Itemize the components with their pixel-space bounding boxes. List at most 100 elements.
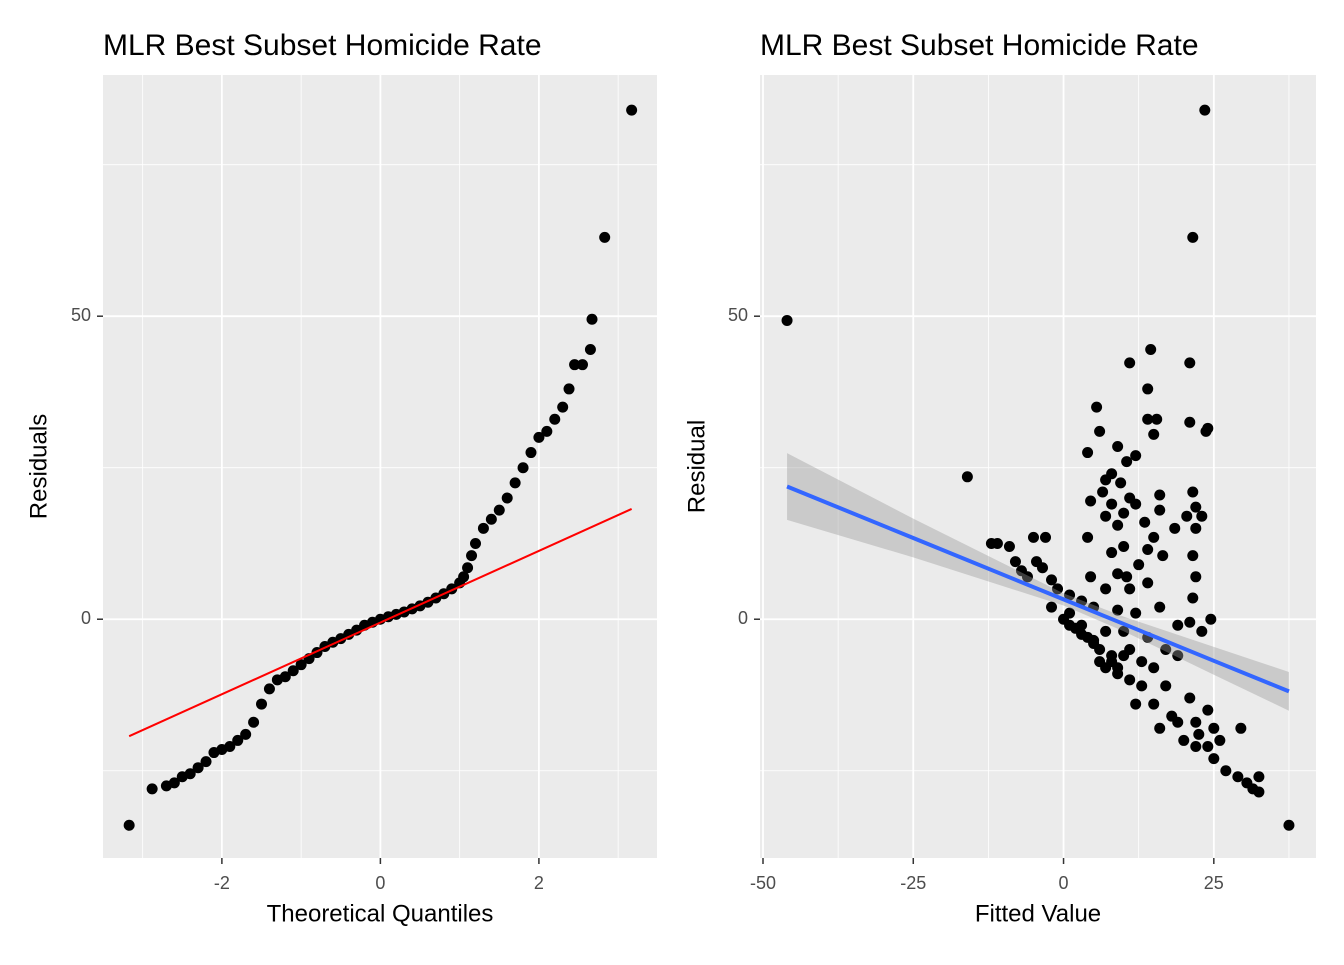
point (1130, 698, 1142, 710)
point (991, 537, 1003, 549)
point (569, 359, 581, 371)
point (1253, 771, 1265, 783)
point (1187, 486, 1199, 498)
point (1009, 556, 1021, 568)
x-tick-label: 0 (375, 873, 385, 893)
point (1145, 344, 1157, 356)
point (1181, 510, 1193, 522)
point (1169, 522, 1181, 534)
point (224, 740, 236, 752)
point (1112, 604, 1124, 616)
point (961, 471, 973, 483)
point (1190, 740, 1202, 752)
point (1097, 486, 1109, 498)
point (1220, 765, 1232, 777)
chart-title: MLR Best Subset Homicide Rate (760, 29, 1199, 62)
point (563, 383, 575, 395)
point (1121, 456, 1133, 468)
point (1178, 734, 1190, 746)
point (1190, 522, 1202, 534)
point (1124, 674, 1136, 686)
point (1046, 574, 1058, 586)
point (1121, 571, 1133, 583)
point (1085, 495, 1097, 507)
point (1184, 692, 1196, 704)
point (232, 734, 244, 746)
point (599, 231, 611, 243)
point (1184, 357, 1196, 369)
x-tick-label: -2 (214, 873, 230, 893)
point (1124, 357, 1136, 369)
point (1064, 589, 1076, 601)
point (493, 504, 505, 516)
point (1193, 728, 1205, 740)
point (184, 768, 196, 780)
point (1100, 583, 1112, 595)
point (1052, 583, 1064, 595)
point (1235, 722, 1247, 734)
point (1118, 650, 1130, 662)
point (1100, 625, 1112, 637)
point (1202, 704, 1214, 716)
point (1190, 716, 1202, 728)
point (1148, 428, 1160, 440)
point (1208, 753, 1220, 765)
y-tick-label: 50 (71, 305, 91, 325)
point (1100, 662, 1112, 674)
point (541, 425, 553, 437)
point (466, 550, 478, 562)
point (1082, 447, 1094, 459)
point (584, 344, 596, 356)
point (192, 762, 204, 774)
smooth-line (786, 484, 1290, 694)
point (200, 756, 212, 768)
point (1112, 519, 1124, 531)
point (533, 431, 545, 443)
point (1094, 425, 1106, 437)
point (168, 777, 180, 789)
point (1064, 619, 1076, 631)
x-tick-label: 0 (1059, 873, 1069, 893)
y-axis-label: Residual (683, 420, 710, 513)
point (626, 104, 638, 116)
x-axis-label: Theoretical Quantiles (267, 900, 494, 927)
point (1046, 601, 1058, 613)
point (1190, 501, 1202, 513)
point (1118, 625, 1130, 637)
point (248, 716, 260, 728)
point (263, 683, 275, 695)
point (1202, 740, 1214, 752)
point (1196, 510, 1208, 522)
point (295, 659, 307, 671)
point (1214, 734, 1226, 746)
confidence-band (787, 453, 1289, 711)
point (1124, 583, 1136, 595)
point (1003, 540, 1015, 552)
point (1160, 680, 1172, 692)
point (781, 314, 793, 326)
point (1154, 722, 1166, 734)
point (1184, 616, 1196, 628)
point (1112, 662, 1124, 674)
point (1100, 474, 1112, 486)
point (1172, 650, 1184, 662)
y-tick-label: 0 (81, 608, 91, 628)
y-axis-label: Residuals (25, 414, 52, 519)
point (1142, 544, 1154, 556)
point (1088, 634, 1100, 646)
point (1253, 786, 1265, 798)
point (279, 671, 291, 683)
point (1027, 531, 1039, 543)
point (1136, 680, 1148, 692)
point (1283, 819, 1295, 831)
point (1151, 413, 1163, 425)
point (1118, 507, 1130, 519)
point (1154, 504, 1166, 516)
x-axis-label: Fitted Value (975, 900, 1101, 927)
chart-title: MLR Best Subset Homicide Rate (103, 29, 542, 62)
point (1136, 656, 1148, 668)
point (1154, 601, 1166, 613)
x-tick-label: 2 (534, 873, 544, 893)
point (1118, 540, 1130, 552)
